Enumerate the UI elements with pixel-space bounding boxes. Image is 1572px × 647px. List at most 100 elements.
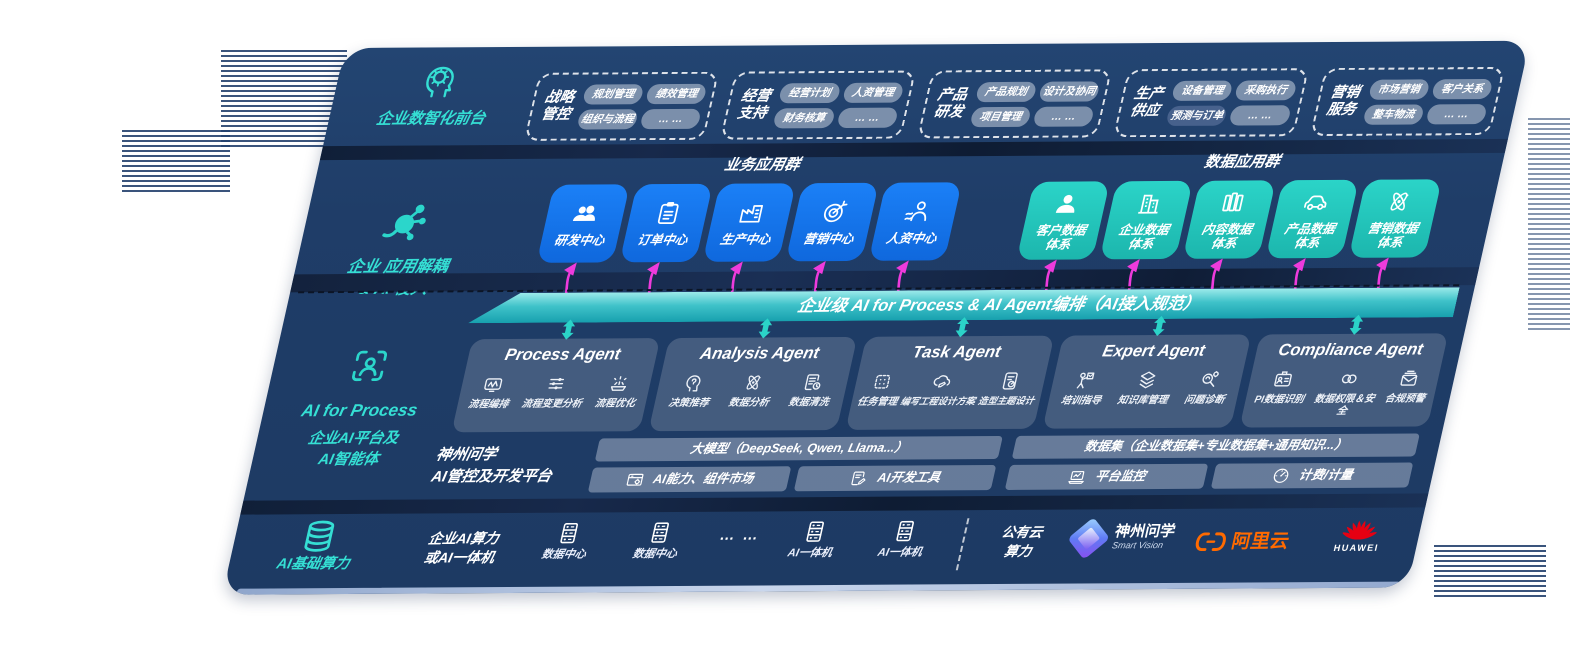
database-icon xyxy=(297,518,341,554)
agent-item: PI数据识别 xyxy=(1253,368,1311,406)
server-icon xyxy=(799,519,830,544)
clean-doc-icon xyxy=(800,371,827,393)
agent-items: PI数据识别 数据权限＆安全 合规预警 xyxy=(1247,367,1436,418)
group-title: 生产供应 xyxy=(1128,86,1165,120)
public-cloud-label: 公有云 算力 xyxy=(974,524,1066,562)
group-strategy: 战略管控 规划管理 绩效管理 组织与流程 … … xyxy=(523,71,720,141)
agent-item: 数据权限＆安全 xyxy=(1309,367,1382,417)
platform-model-group: 大模型（DeepSeek, Qwen, Llama...） AI能力、组件市场 … xyxy=(587,435,1003,493)
server-icon xyxy=(553,521,584,546)
mail-alert-icon xyxy=(1396,367,1423,389)
capability-chip: 客户关系 xyxy=(1430,78,1494,99)
smartvision-logo: 神州问学 Smart Vision xyxy=(1066,517,1177,560)
enterprise-compute-line1: 企业AI算力 xyxy=(426,530,501,547)
ai-platform-line2: AI智能体 xyxy=(316,450,381,468)
agent-item: 流程变更分析 xyxy=(520,372,589,410)
data-group-title: 数据应用群 xyxy=(1202,153,1282,171)
double-arrow xyxy=(561,319,576,340)
agent-title: Process Agent xyxy=(503,345,623,365)
group-title: 产品研发 xyxy=(932,87,969,121)
tile-label: 企业数据体系 xyxy=(1117,222,1171,252)
smartvision-diamond-icon xyxy=(1067,517,1110,560)
agent-item-label: 知识库管理 xyxy=(1116,394,1169,407)
cloud-edit-icon xyxy=(929,370,956,392)
stripe-decoration xyxy=(122,130,230,194)
sliders-icon xyxy=(543,372,570,394)
team-icon xyxy=(568,199,602,227)
capability-chip: 设备管理 xyxy=(1171,80,1234,101)
hr-people-icon xyxy=(900,197,934,225)
flow-monitor-icon xyxy=(479,373,506,395)
monitor-icon xyxy=(1065,467,1088,486)
capability-chip: 预测与订单 xyxy=(1165,105,1229,126)
ai-appliance-node: AI一体机 xyxy=(863,518,942,559)
platform-name: 神州问学 AI管控及开发平台 xyxy=(428,439,586,494)
capability-chip: … … xyxy=(1425,103,1488,124)
atom-icon xyxy=(740,371,767,393)
scan-person-icon xyxy=(345,346,394,386)
tile-rd-center: 研发中心 xyxy=(536,184,630,263)
stripe-decoration xyxy=(1528,118,1570,332)
agent-item-label: 数据分析 xyxy=(727,397,770,409)
tile-label: 产品数据体系 xyxy=(1283,221,1337,251)
business-group-title: 业务应用群 xyxy=(722,156,802,174)
platform-dataset-group: 数据集（企业数据集+专业数据集+通用知识...） 平台监控 计费/计量 xyxy=(1004,433,1420,490)
expert-agent-card: Expert Agent 培训指导 知识库管理 问题诊断 xyxy=(1042,334,1252,429)
agent-item-label: 流程优化 xyxy=(593,398,637,410)
agent-item-label: 合规预警 xyxy=(1383,393,1427,405)
tile-label: 订单中心 xyxy=(635,232,690,248)
capability-chip: 采购执行 xyxy=(1234,79,1298,101)
tile-label: 人资中心 xyxy=(884,231,939,246)
agent-item: 任务管理 xyxy=(856,370,905,408)
model-bar: 大模型（DeepSeek, Qwen, Llama...） xyxy=(594,435,1003,462)
agent-item: 编写工程设计方案 xyxy=(899,370,982,408)
agent-items: 决策推荐 数据分析 数据清洗 xyxy=(658,371,845,410)
group-title: 经营支持 xyxy=(735,88,773,122)
tile-marketing-data: 营销数据体系 xyxy=(1348,179,1442,258)
agent-items: 任务管理 编写工程设计方案 造型主题设计 xyxy=(855,370,1042,409)
tile-customer-data: 客户数据体系 xyxy=(1016,181,1110,260)
huawei-label: HUAWEI xyxy=(1332,542,1380,553)
business-tiles: 研发中心 订单中心 生产中心 营销中心 人资中心 xyxy=(536,182,962,263)
tile-label: 营销中心 xyxy=(801,231,856,247)
tile-marketing-center: 营销中心 xyxy=(785,182,879,262)
tool-label: 计费/计量 xyxy=(1297,468,1355,483)
tool-label: 平台监控 xyxy=(1093,469,1147,484)
capability-chip: 产品规划 xyxy=(974,81,1038,102)
agent-title: Task Agent xyxy=(910,342,1003,362)
agent-item: 决策推荐 xyxy=(667,372,716,410)
rings-icon xyxy=(1336,368,1363,390)
tile-order-center: 订单中心 xyxy=(619,183,713,263)
group-chips: 规划管理 绩效管理 组织与流程 … … xyxy=(576,83,708,130)
capability-chip: 市场营销 xyxy=(1367,78,1431,100)
car-icon xyxy=(1299,188,1333,216)
compliance-agent-card: Compliance Agent PI数据识别 数据权限＆安全 合规预警 xyxy=(1239,333,1449,428)
agent-item-label: 培训指导 xyxy=(1059,395,1103,407)
capability-chip: … … xyxy=(1228,104,1292,126)
capability-chip: … … xyxy=(836,107,899,128)
enterprise-compute-line2: 或AI一体机 xyxy=(422,548,497,566)
tool-monitoring: 平台监控 xyxy=(1004,463,1208,490)
tile-hr-center: 人资中心 xyxy=(868,182,962,261)
agent-item-label: 编写工程设计方案 xyxy=(899,395,977,407)
agent-title: Analysis Agent xyxy=(698,344,822,363)
id-card-icon xyxy=(1270,368,1297,390)
agent-title: Expert Agent xyxy=(1100,341,1207,361)
smartvision-subtitle: Smart Vision xyxy=(1110,540,1165,551)
ai-for-process-title: AI for Process xyxy=(299,400,420,421)
agent-item-label: PI数据识别 xyxy=(1253,393,1306,406)
compute-layer: AI基础算力 企业AI算力 或AI一体机 数据中心 数据中心 … … AI一体机… xyxy=(224,509,1425,588)
clipboard-icon xyxy=(651,199,685,227)
agent-item-label: 数据权限＆安全 xyxy=(1313,393,1376,417)
node-label: AI一体机 xyxy=(786,547,834,560)
platform-name-line2: AI管控及开发平台 xyxy=(429,467,554,486)
molecule-icon xyxy=(379,199,435,245)
agent-item: 问题诊断 xyxy=(1183,368,1232,406)
ai-for-process-label-block: AI for Process 企业AI平台及 AI智能体 xyxy=(266,345,454,470)
tile-label: 研发中心 xyxy=(552,233,607,248)
frontdesk-label-block: 企业数智化前台 xyxy=(353,59,521,130)
window-gear-icon xyxy=(623,470,646,489)
huawei-logo: HUAWEI xyxy=(1322,514,1397,553)
diagnose-icon xyxy=(1195,368,1222,390)
